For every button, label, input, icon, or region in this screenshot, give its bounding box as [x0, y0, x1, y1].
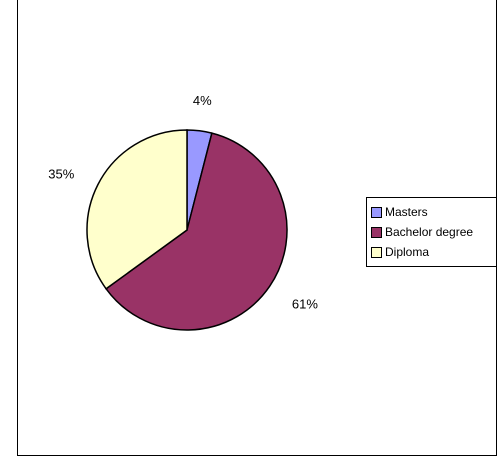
pie-slice-diploma [86, 129, 188, 290]
legend-item-bachelor-degree: Bachelor degree [367, 222, 496, 242]
legend-swatch-diploma [371, 246, 382, 258]
legend-label-masters: Masters [385, 205, 428, 219]
legend-item-masters: Masters [367, 202, 496, 222]
pie-label-diploma: 35% [48, 167, 74, 182]
legend-swatch-masters [371, 206, 382, 218]
pie-label-bachelor-degree: 61% [292, 297, 318, 312]
pie-slice-bachelor-degree [105, 132, 288, 331]
legend-label-diploma: Diploma [385, 245, 430, 259]
legend-swatch-bachelor-degree [371, 226, 382, 238]
legend-item-diploma: Diploma [367, 242, 496, 262]
legend-label-bachelor-degree: Bachelor degree [385, 225, 474, 239]
chart-legend: Masters Bachelor degree Diploma [366, 197, 497, 267]
pie-label-masters: 4% [193, 93, 212, 108]
